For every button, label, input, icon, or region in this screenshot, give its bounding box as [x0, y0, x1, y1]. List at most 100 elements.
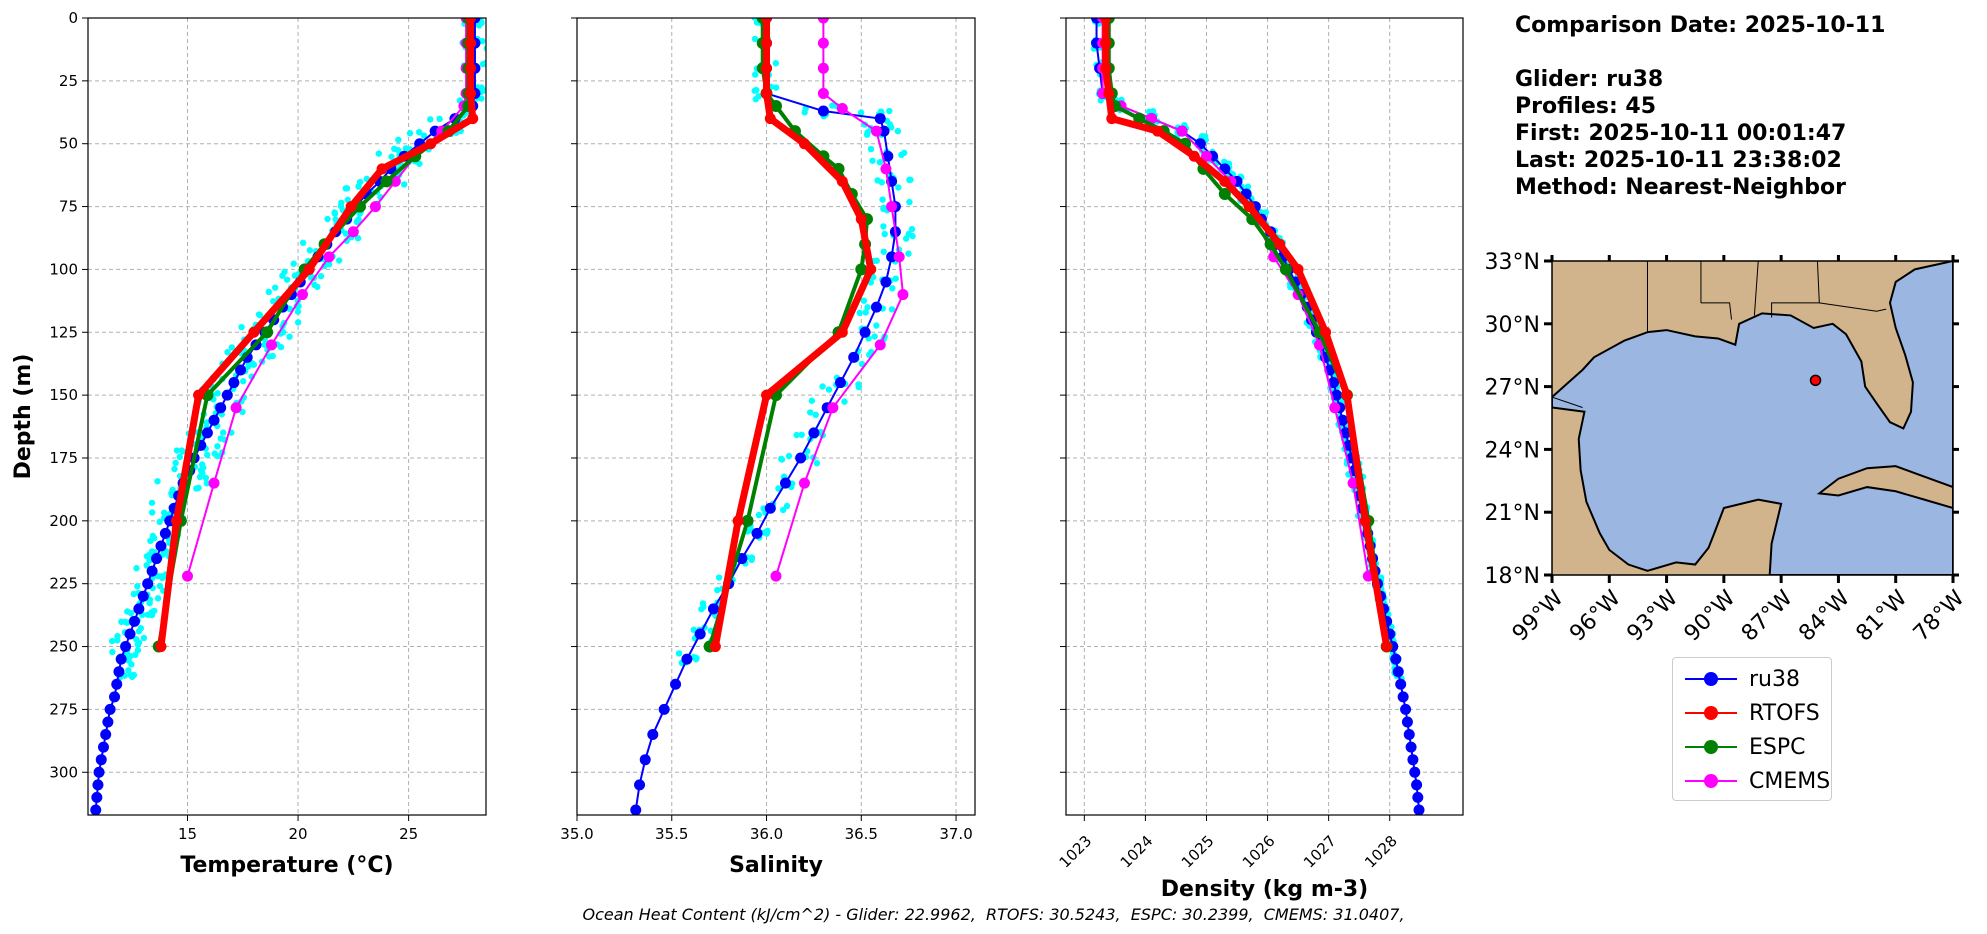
location-map: 33°N 30°N 27°N 24°N 21°N 18°N99°W96°W93°W90°W…: [1485, 250, 1970, 646]
cloud-point: [176, 453, 183, 461]
point-ru38: [159, 527, 171, 539]
point-rtofs: [1320, 326, 1332, 338]
point-ru38: [142, 578, 154, 590]
legend-label-rtofs: RTOFS: [1749, 700, 1820, 726]
state-border: [1552, 396, 1583, 409]
point-ru38: [102, 716, 114, 728]
cloud-point: [109, 648, 116, 656]
state-border: [1771, 261, 1820, 318]
x-axis-label: Density (kg m-3): [1161, 877, 1369, 902]
x-tick-label: 1026: [1239, 832, 1279, 872]
point-ru38: [111, 678, 123, 690]
legend-swatch-cmems: [1681, 771, 1741, 791]
cloud-point: [179, 448, 186, 455]
x-tick-label: 1023: [1056, 832, 1096, 872]
point-rtofs: [761, 37, 773, 49]
first-time: First: 2025-10-11 00:01:47: [1515, 121, 1847, 146]
glider-name: Glider: ru38: [1515, 67, 1664, 92]
point-ru38: [92, 779, 104, 791]
cloud-point: [203, 419, 210, 426]
cloud-point: [148, 499, 156, 506]
x-tick-label: 36.5: [845, 825, 878, 843]
x-tick-label: 1024: [1117, 832, 1157, 872]
cloud-point: [808, 397, 816, 404]
cloud-point: [761, 10, 767, 16]
point-ru38: [95, 754, 107, 766]
point-rtofs: [761, 62, 773, 74]
point-ru38: [1405, 741, 1417, 753]
point-rtofs: [155, 641, 167, 653]
cloud-point: [391, 145, 398, 153]
point-cmems: [874, 339, 886, 351]
point-cmems: [1329, 402, 1341, 414]
point-rtofs: [1100, 37, 1112, 49]
x-tick-label: 35.5: [655, 825, 688, 843]
point-ru38: [235, 364, 247, 376]
y-tick-label: 300: [49, 763, 78, 781]
cloud-point: [143, 562, 150, 569]
point-ru38: [634, 779, 646, 791]
point-rtofs: [376, 163, 388, 175]
cloud-point: [878, 179, 886, 186]
point-ru38: [694, 628, 706, 640]
cloud-point: [265, 353, 273, 360]
point-ru38: [886, 251, 898, 263]
point-rtofs: [1274, 238, 1286, 250]
cloud-point: [881, 230, 888, 238]
y-tick-label: 175: [49, 449, 78, 467]
lon-tick-label: 99°W: [1508, 586, 1569, 647]
point-cmems: [827, 402, 839, 414]
x-tick-label: 1025: [1178, 832, 1218, 872]
cloud-point: [785, 452, 793, 460]
legend-entry-cmems: CMEMS: [1673, 764, 1831, 798]
point-ru38: [1412, 791, 1424, 803]
cloud-point: [159, 574, 166, 582]
point-rtofs: [1292, 263, 1304, 275]
point-ru38: [93, 766, 105, 778]
point-ru38: [878, 125, 890, 137]
point-ru38: [834, 377, 846, 389]
cloud-point: [873, 322, 880, 329]
cloud-point: [869, 157, 876, 164]
cloud-point: [779, 506, 787, 514]
cloud-point: [198, 461, 206, 468]
cloud-point: [149, 532, 157, 540]
point-ru38: [221, 389, 233, 401]
cloud-point: [228, 344, 236, 351]
point-espc: [855, 263, 868, 276]
cloud-point: [279, 272, 286, 279]
point-ru38: [1194, 138, 1206, 150]
point-ru38: [1328, 377, 1340, 389]
lon-tick-label: 87°W: [1737, 586, 1798, 647]
y-tick-label: 25: [59, 72, 78, 90]
cloud-point: [755, 93, 762, 100]
gulf-water: [1552, 261, 1953, 575]
cloud-point: [894, 127, 902, 135]
cloud-point: [173, 447, 181, 454]
point-rtofs: [1219, 175, 1231, 187]
y-tick-label: 0: [68, 9, 78, 27]
cloud-point: [214, 390, 221, 397]
glider-position-marker: [1809, 374, 1822, 387]
point-cmems: [817, 87, 829, 99]
cloud-point: [130, 590, 138, 598]
cloud-point: [193, 485, 200, 492]
cloud-point: [880, 223, 887, 230]
cloud-point: [908, 225, 916, 233]
point-ru38: [1219, 163, 1231, 175]
y-tick-label: 75: [59, 198, 78, 216]
point-ru38: [115, 653, 127, 665]
cloud-point: [772, 60, 780, 67]
cloud-point: [892, 275, 899, 282]
cloud-point: [819, 383, 826, 390]
cloud-point: [479, 37, 486, 45]
x-tick-label: 1027: [1300, 832, 1340, 872]
cloud-point: [1262, 209, 1270, 216]
cloud-point: [871, 333, 878, 340]
cloud-point: [487, 65, 493, 71]
point-espc: [1218, 187, 1231, 200]
cloud-point: [813, 459, 821, 467]
point-cmems: [323, 251, 335, 263]
legend-swatch-espc: [1681, 737, 1741, 757]
